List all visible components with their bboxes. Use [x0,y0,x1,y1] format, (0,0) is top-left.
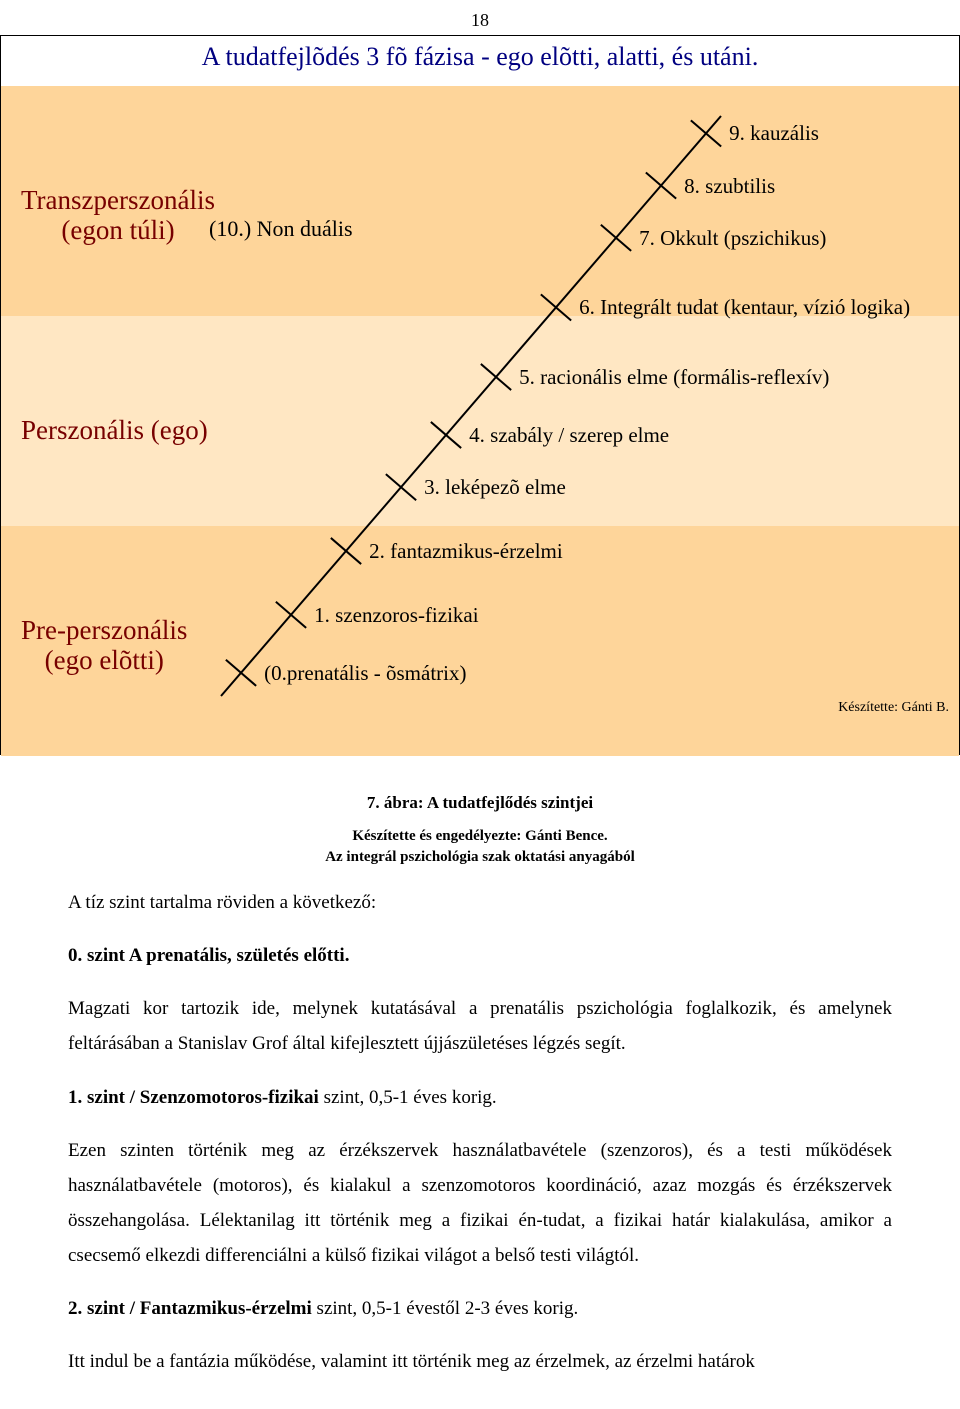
level1-heading: 1. szint / Szenzomotoros-fizikai szint, … [68,1080,892,1115]
level0-heading: 0. szint A prenatális, születés előtti. [68,938,892,973]
page-number: 18 [0,0,960,35]
level2-heading: 2. szint / Fantazmikus-érzelmi szint, 0,… [68,1291,892,1326]
diagram-credit: Készítette: Gánti B. [838,700,949,716]
page-content: 7. ábra: A tudatfejlődés szintjei Készít… [0,755,960,1409]
intro-paragraph: A tíz szint tartalma röviden a következő… [68,885,892,920]
level-label-8: 1. szenzoros-fizikai [314,603,478,628]
level-label-6: 3. leképezõ elme [424,475,566,500]
band-label-0: Transzperszonális(egon túli) [21,186,215,245]
level-label-9: (0.prenatális - õsmátrix) [264,661,466,686]
band-label-1: Perszonális (ego) [21,416,208,446]
figure-caption: 7. ábra: A tudatfejlődés szintjei [68,787,892,818]
level2-body: Itt indul be a fantázia működése, valami… [68,1344,892,1379]
figure-credit: Készítette és engedélyezte: Gánti Bence.… [68,826,892,867]
level1-body: Ezen szinten történik meg az érzékszerve… [68,1133,892,1274]
level-label-7: 2. fantazmikus-érzelmi [369,539,563,564]
level-label-4: 5. racionális elme (formális-reflexív) [519,365,829,390]
figure-credit-line1: Készítette és engedélyezte: Gánti Bence. [352,828,607,844]
level0-body: Magzati kor tartozik ide, melynek kutatá… [68,991,892,1061]
level-label-5: 4. szabály / szerep elme [469,423,669,448]
consciousness-diagram: A tudatfejlõdés 3 fõ fázisa - ego elõtti… [0,35,960,755]
level-label-2: 7. Okkult (pszichikus) [639,226,826,251]
figure-credit-line2: Az integrál pszichológia szak oktatási a… [325,849,635,865]
level-label-1: 8. szubtilis [684,174,775,199]
level-label-3: 6. Integrált tudat (kentaur, vízió logik… [579,295,910,320]
level2-tail-text: szint, 0,5-1 évestől 2-3 éves korig. [312,1298,578,1319]
level1-tail-text: szint, 0,5-1 éves korig. [319,1087,497,1108]
band-label-2: Pre-perszonális(ego elõtti) [21,616,187,675]
level2-head-text: 2. szint / Fantazmikus-érzelmi [68,1298,312,1319]
level-label-0: 9. kauzális [729,121,819,146]
nondual-label: (10.) Non duális [209,216,353,242]
level0-head-text: 0. szint A prenatális, születés előtti. [68,945,349,966]
level1-head-text: 1. szint / Szenzomotoros-fizikai [68,1087,319,1108]
